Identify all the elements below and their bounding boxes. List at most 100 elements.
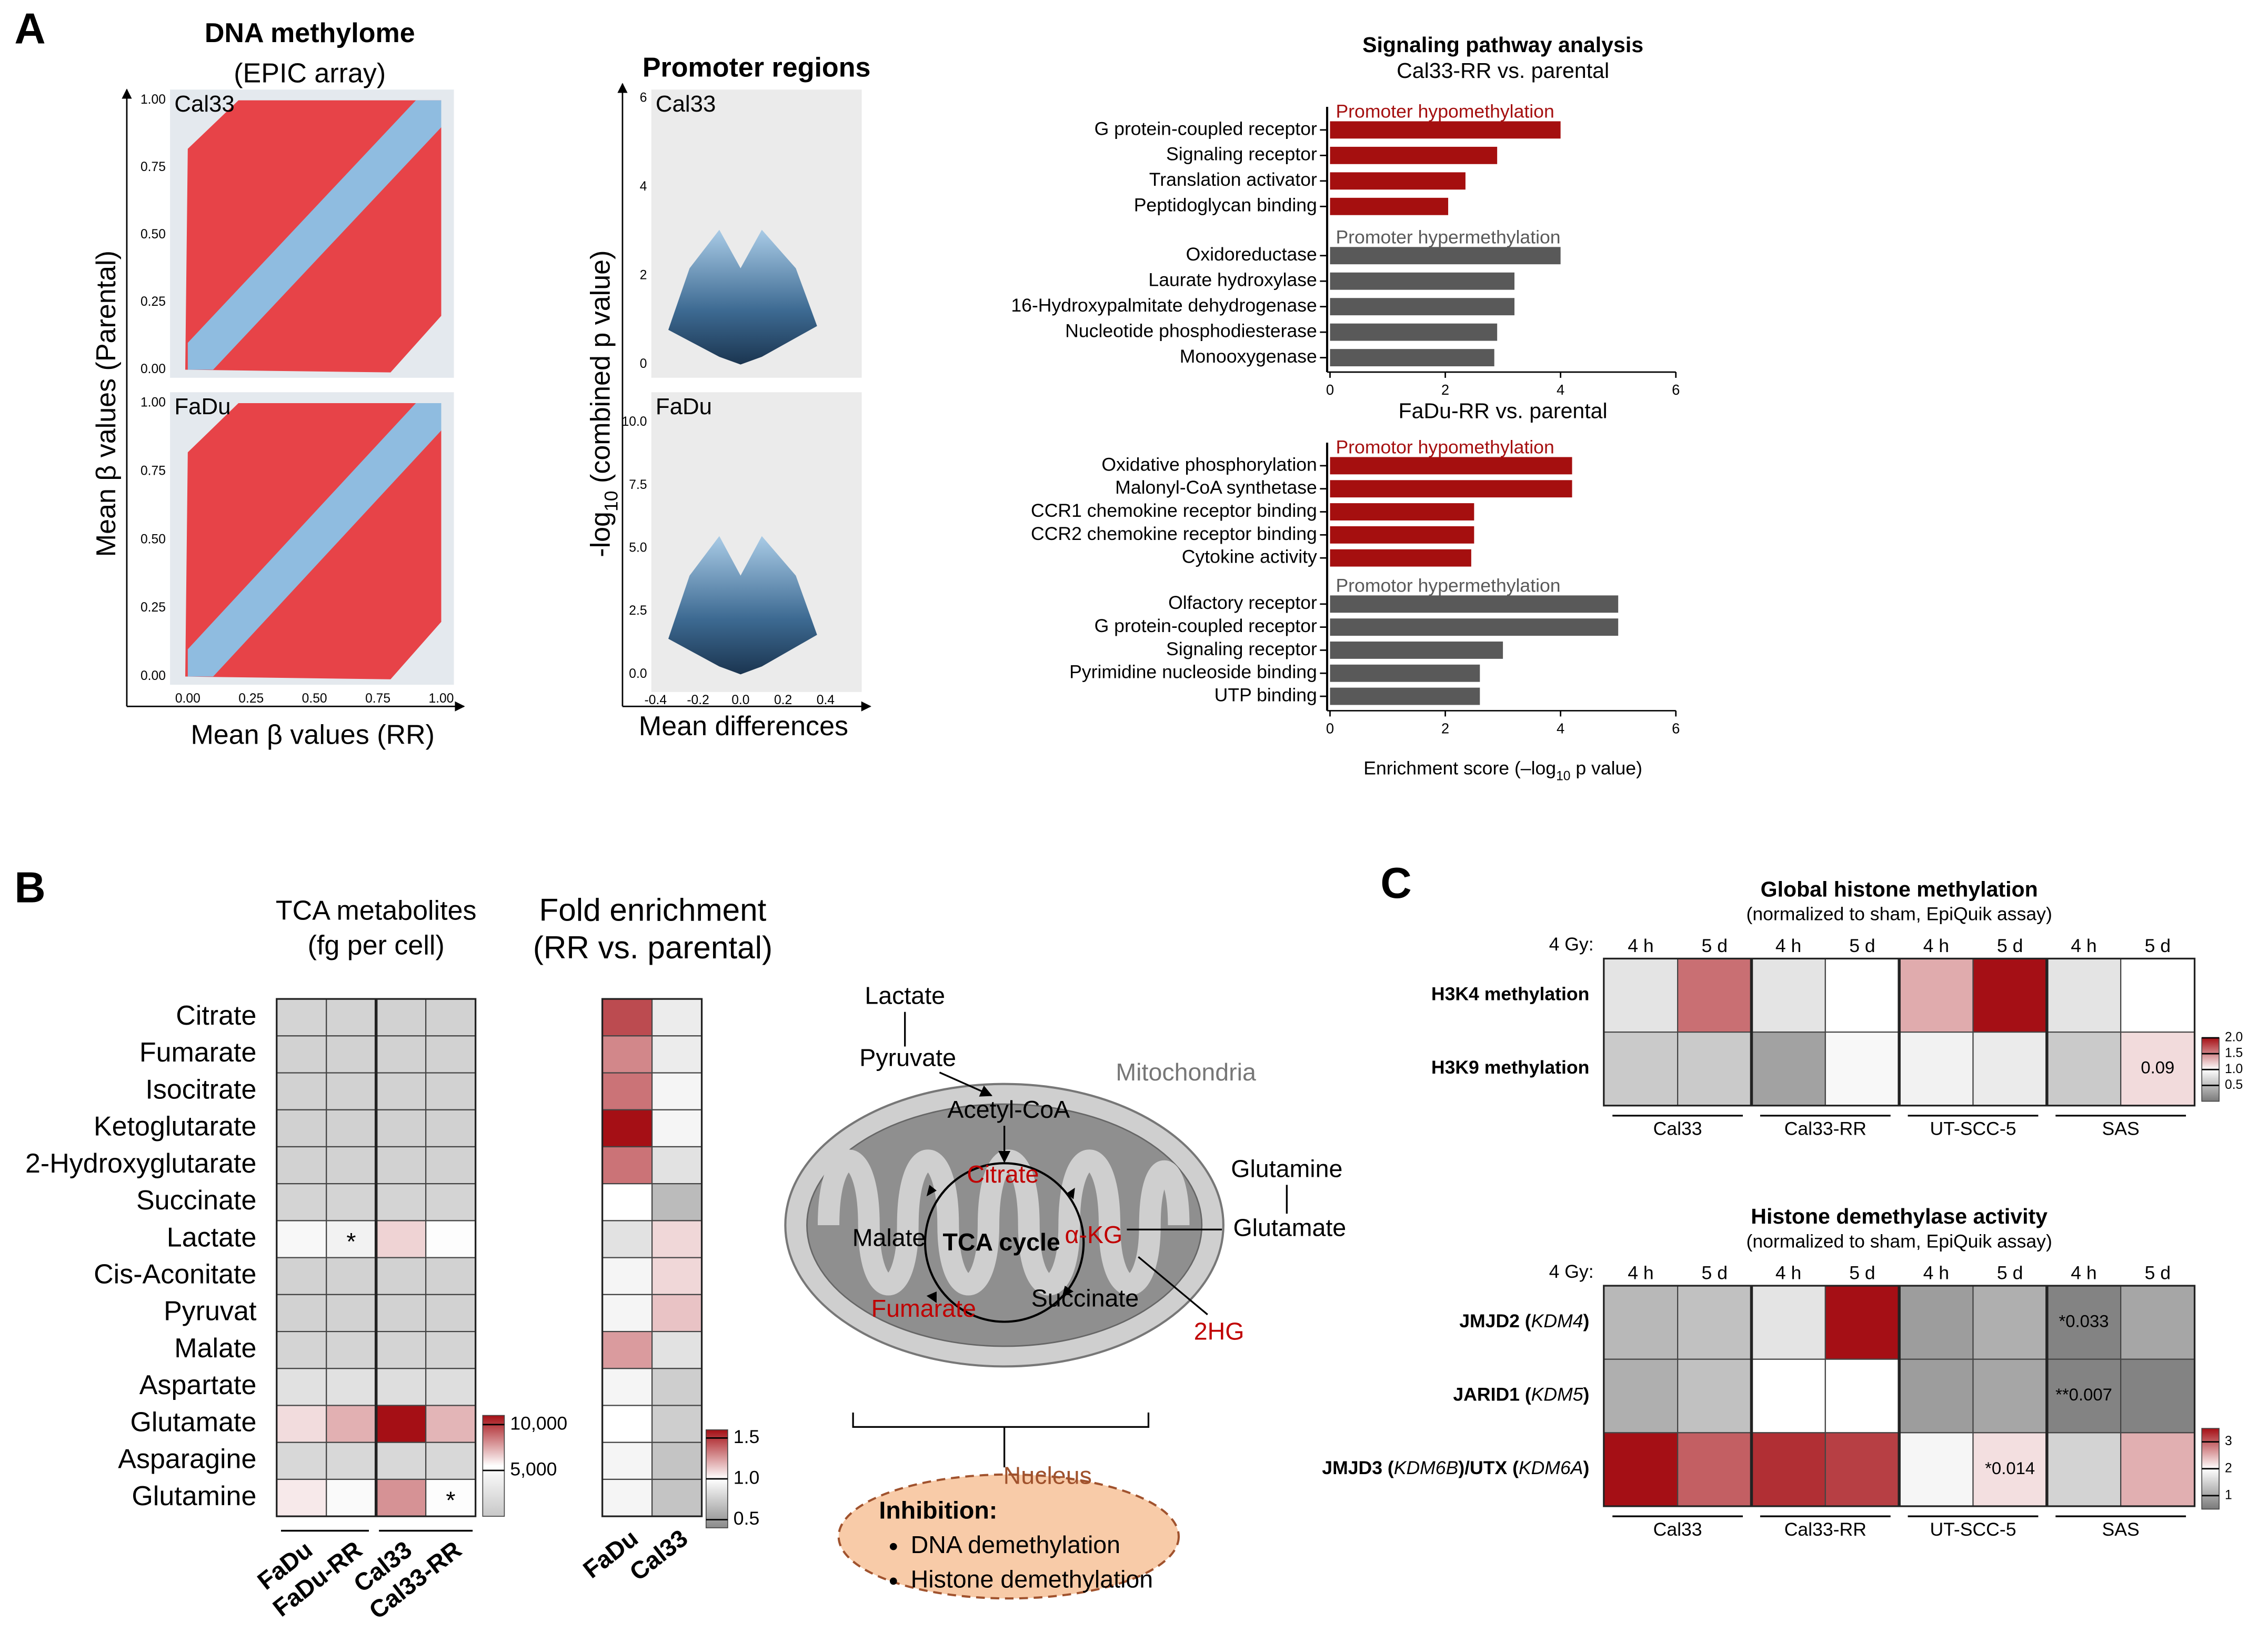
heatmap-cell (2120, 1358, 2195, 1434)
heatmap-cell (601, 998, 653, 1037)
row-label: JMJD3 (KDM6B)/UTX (KDM6A) (1322, 1458, 1589, 1479)
cell-annotation: **0.007 (2055, 1385, 2112, 1404)
heatmap-cell (651, 1441, 703, 1480)
node-label: Lactate (865, 982, 945, 1009)
heatmap-cell (2046, 1432, 2122, 1507)
heatmap-cell (601, 1220, 653, 1258)
group-label: UT-SCC-5 (1930, 1118, 2016, 1139)
x-tick-label: 2 (1441, 720, 1449, 736)
row-label: Malate (174, 1333, 256, 1364)
category-label: Translation activator (1149, 169, 1317, 190)
chart-title: Global histone methylation (1761, 877, 2038, 902)
node-label: Mitochondria (1116, 1058, 1256, 1086)
group-label: SAS (2102, 1519, 2140, 1540)
node-label: Pyruvate (859, 1044, 956, 1071)
bar (1330, 664, 1480, 682)
row-label-part: JMJD3 ( (1322, 1458, 1394, 1479)
heatmap-cell (276, 1405, 327, 1443)
column-label: 4 h (1923, 1263, 1949, 1284)
heatmap-cell (276, 1035, 327, 1074)
heatmap-cell (1751, 1432, 1826, 1507)
bar (1330, 595, 1619, 613)
node-label: Fumarate (871, 1295, 976, 1322)
colorbar-tick-label: 5,000 (510, 1458, 557, 1479)
heatmap-cell (425, 1330, 476, 1369)
heatmap-cell (651, 1109, 703, 1148)
heatmap-cell (651, 1294, 703, 1333)
row-label-part: ) (1583, 1458, 1590, 1479)
group-label: Promoter hypomethylation (1336, 101, 1554, 122)
density-core (187, 403, 441, 677)
heatmap-cell (276, 1294, 327, 1333)
column-label: 5 d (2145, 935, 2171, 956)
chart-subtitle: (normalized to sham, EpiQuik assay) (1746, 1230, 2052, 1251)
category-label: CCR1 chemokine receptor binding (1031, 500, 1317, 521)
x-tick-label: 6 (1672, 382, 1680, 398)
heatmap-cell (601, 1035, 653, 1074)
heatmap-cell (276, 1441, 327, 1480)
column-label: 5 d (1849, 935, 1875, 956)
heatmap-cell (1899, 958, 1974, 1033)
group-label: Cal33-RR (1784, 1118, 1866, 1139)
column-label: 5 d (1849, 1263, 1875, 1284)
heatmap-cell (1824, 958, 1900, 1033)
row-label-part: JARID1 ( (1453, 1384, 1531, 1405)
heatmap-cell (651, 1257, 703, 1295)
row-label-part: ) (1583, 1384, 1590, 1405)
row-label: Asparagine (118, 1444, 256, 1475)
bar (1330, 457, 1572, 475)
point-cloud (668, 536, 817, 675)
row-label: Succinate (136, 1185, 256, 1216)
colorbar-tick-label: 1.5 (734, 1426, 759, 1447)
heatmap-cell (651, 1478, 703, 1517)
x-tick-label: 2 (1441, 382, 1449, 398)
x-axis-label: Enrichment score (–log10 p value) (1363, 758, 1642, 784)
heatmap-cell (326, 1368, 377, 1406)
row-label-part: KDM6A (1519, 1458, 1583, 1479)
heatmap-cell (326, 1220, 377, 1258)
point-cloud (668, 229, 817, 365)
bar (1330, 298, 1515, 316)
heatmap-cell (601, 1072, 653, 1110)
heatmap-cell (326, 1478, 377, 1517)
heatmap-frame (1603, 957, 2196, 1107)
heatmap-cell (1677, 1432, 1752, 1507)
heatmap-cell (1972, 1285, 2048, 1360)
chart-title: Fold enrichment (539, 892, 767, 928)
heatmap-cell (326, 1441, 377, 1480)
heatmap-cell (375, 1294, 427, 1333)
row-label: Glutamine (132, 1481, 256, 1511)
heatmap-cell (1972, 1031, 2048, 1106)
heatmap-frame (1603, 1285, 2196, 1507)
row-label: Cis-Aconitate (94, 1259, 256, 1289)
node-label: 2HG (1194, 1318, 1245, 1345)
heatmap-cell (375, 1478, 427, 1517)
heatmap-cell (601, 1405, 653, 1443)
heatmap-cell (1677, 958, 1752, 1033)
bar (1330, 503, 1474, 520)
heatmap-cell (2120, 958, 2195, 1033)
heatmap-cell (1899, 1432, 1974, 1507)
cell-annotation: *0.014 (1985, 1458, 2035, 1478)
heatmap-cell (375, 1072, 427, 1110)
heatmap-cell (1603, 1432, 1679, 1507)
group-label: Promotor hypomethylation (1336, 436, 1554, 457)
heatmap-cell (276, 1146, 327, 1185)
heatmap-cell (326, 1405, 377, 1443)
category-label: Pyrimidine nucleoside binding (1069, 662, 1317, 683)
dose-label: 4 Gy: (1549, 1261, 1594, 1282)
heatmap-cell (326, 1035, 377, 1074)
heatmap-cell (1972, 1358, 2048, 1434)
panel-label: FaDu (656, 394, 712, 419)
y-tick-label: 0.50 (141, 532, 166, 546)
heatmap-cell (425, 1072, 476, 1110)
category-label: 16-Hydroxypalmitate dehydrogenase (1011, 295, 1317, 316)
category-label: Oxidoreductase (1186, 244, 1317, 265)
y-axis-label: Mean β values (Parental) (91, 251, 122, 557)
colorbar-tick-label: 1 (2225, 1488, 2232, 1502)
node-label: Malate (852, 1224, 926, 1251)
group-label: SAS (2102, 1118, 2140, 1139)
heatmap-cell (425, 1035, 476, 1074)
heatmap-cell (425, 1441, 476, 1480)
y-tick-label: 6 (640, 91, 647, 105)
